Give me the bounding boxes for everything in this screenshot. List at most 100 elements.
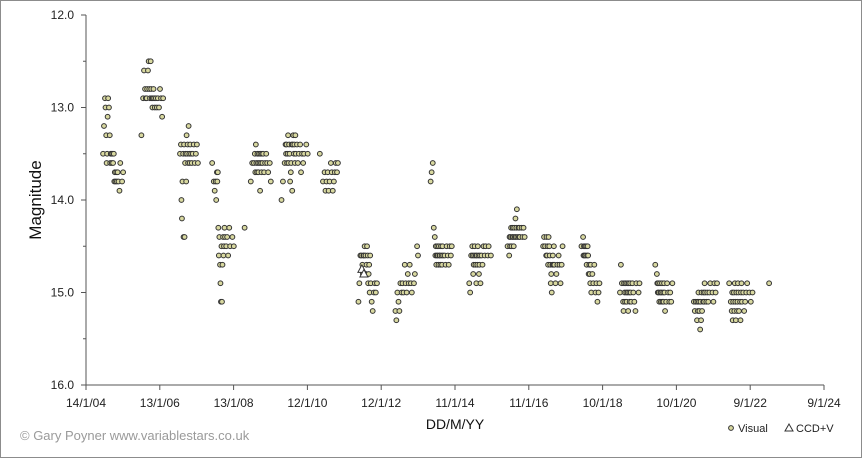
x-tick-label: 14/1/04 <box>66 396 106 410</box>
visual-point <box>159 113 166 120</box>
visual-point <box>476 271 482 277</box>
visual-point <box>367 252 374 259</box>
visual-point <box>766 280 773 287</box>
visual-point <box>183 178 190 185</box>
visual-point <box>742 298 749 305</box>
visual-point <box>101 123 107 129</box>
visual-point <box>510 243 517 250</box>
visual-point <box>620 308 627 314</box>
visual-point <box>506 252 513 259</box>
visual-point <box>466 280 473 287</box>
visual-point <box>263 150 270 157</box>
visual-point <box>117 160 124 166</box>
visual-point <box>403 289 410 296</box>
visual-point <box>415 252 421 259</box>
tick-labels: 12.0 13.0 14.0 15.0 16.0 14/1/04 13/1/06 13/1/0… <box>51 8 841 410</box>
visual-point <box>368 298 375 305</box>
visual-point <box>741 308 748 314</box>
visual-point <box>194 141 200 148</box>
visual-point <box>430 224 437 231</box>
visual-point <box>558 261 565 268</box>
visual-point <box>110 160 116 166</box>
y-tick-label: 14.0 <box>51 193 75 207</box>
visual-point <box>374 280 380 287</box>
visual-point <box>213 197 220 203</box>
visual-point <box>372 289 379 296</box>
visual-point <box>548 271 555 277</box>
visual-point <box>265 169 272 176</box>
visual-point <box>477 280 484 287</box>
visual-point <box>150 86 157 92</box>
visual-point <box>287 178 294 185</box>
visual-point <box>304 150 311 157</box>
visual-point <box>145 67 151 74</box>
visual-point <box>366 261 373 268</box>
visual-point <box>217 280 224 287</box>
visual-point <box>229 234 236 240</box>
visual-point <box>591 261 598 268</box>
visual-point <box>487 252 494 259</box>
x-tick-label: 10/1/18 <box>583 396 623 410</box>
visual-point <box>448 243 455 250</box>
visual-point <box>631 298 638 305</box>
visual-point <box>215 252 222 259</box>
visual-point <box>652 261 659 268</box>
visual-point <box>160 95 167 102</box>
visual-point <box>732 317 739 324</box>
ccd-v-point <box>359 268 369 278</box>
visual-point <box>520 224 527 231</box>
visual-point <box>285 132 291 139</box>
visual-point <box>445 261 452 268</box>
visual-point <box>401 261 408 268</box>
visual-point <box>329 187 336 194</box>
visual-point <box>303 141 310 148</box>
visual-point <box>408 289 415 296</box>
x-axis-title: DD/M/YY <box>426 416 485 432</box>
visual-point <box>214 169 221 176</box>
visual-point <box>225 252 232 259</box>
visual-point <box>595 289 602 296</box>
visual-point <box>699 308 705 314</box>
visual-point <box>427 178 434 185</box>
legend-visual-label: Visual <box>738 423 768 435</box>
visual-point <box>668 298 675 305</box>
visual-point <box>632 308 639 314</box>
visual-point <box>485 243 492 250</box>
visual-point <box>278 197 285 203</box>
y-tick-label: 16.0 <box>51 378 75 392</box>
visual-point <box>701 280 708 287</box>
visual-point <box>241 224 248 231</box>
visual-point <box>178 197 185 203</box>
visual-point <box>635 289 642 296</box>
visual-point <box>705 298 712 305</box>
visual-point <box>214 178 221 185</box>
visual-point <box>116 187 123 194</box>
visual-point <box>585 252 592 259</box>
credit-text: © Gary Poyner www.variablestars.co.uk <box>20 428 250 443</box>
visual-point <box>653 271 660 277</box>
data-markers <box>100 58 773 333</box>
visual-point <box>747 298 754 305</box>
visual-point <box>110 150 117 157</box>
legend-ccd-label: CCD+V <box>796 423 834 435</box>
visual-point <box>698 317 704 324</box>
visual-point <box>548 289 555 296</box>
visual-point <box>589 271 596 277</box>
visual-point <box>710 298 717 305</box>
visual-point <box>474 243 481 250</box>
visual-point <box>553 271 560 277</box>
visual-point <box>147 58 154 65</box>
visual-point <box>138 132 145 139</box>
visual-point <box>584 243 591 250</box>
visual-point <box>555 252 562 259</box>
visual-point <box>667 289 674 296</box>
visual-point <box>106 132 113 139</box>
visual-point <box>594 298 601 305</box>
visual-point <box>697 326 704 333</box>
visual-point <box>252 141 259 148</box>
visual-point <box>280 178 286 185</box>
visual-point <box>479 261 486 268</box>
visual-point <box>114 169 121 176</box>
visual-point <box>513 206 520 213</box>
